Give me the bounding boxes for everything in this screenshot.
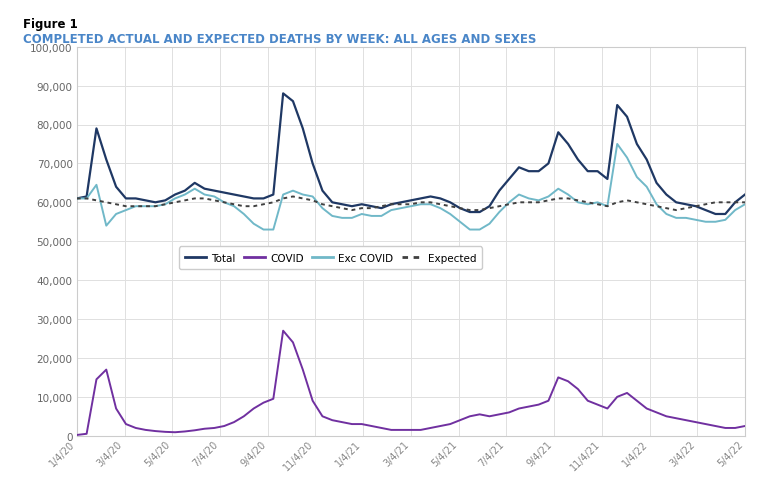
Text: COMPLETED ACTUAL AND EXPECTED DEATHS BY WEEK: ALL AGES AND SEXES: COMPLETED ACTUAL AND EXPECTED DEATHS BY … [23, 33, 536, 46]
Legend: Total, COVID, Exc COVID, Expected: Total, COVID, Exc COVID, Expected [179, 247, 482, 270]
Text: Figure 1: Figure 1 [23, 18, 78, 31]
